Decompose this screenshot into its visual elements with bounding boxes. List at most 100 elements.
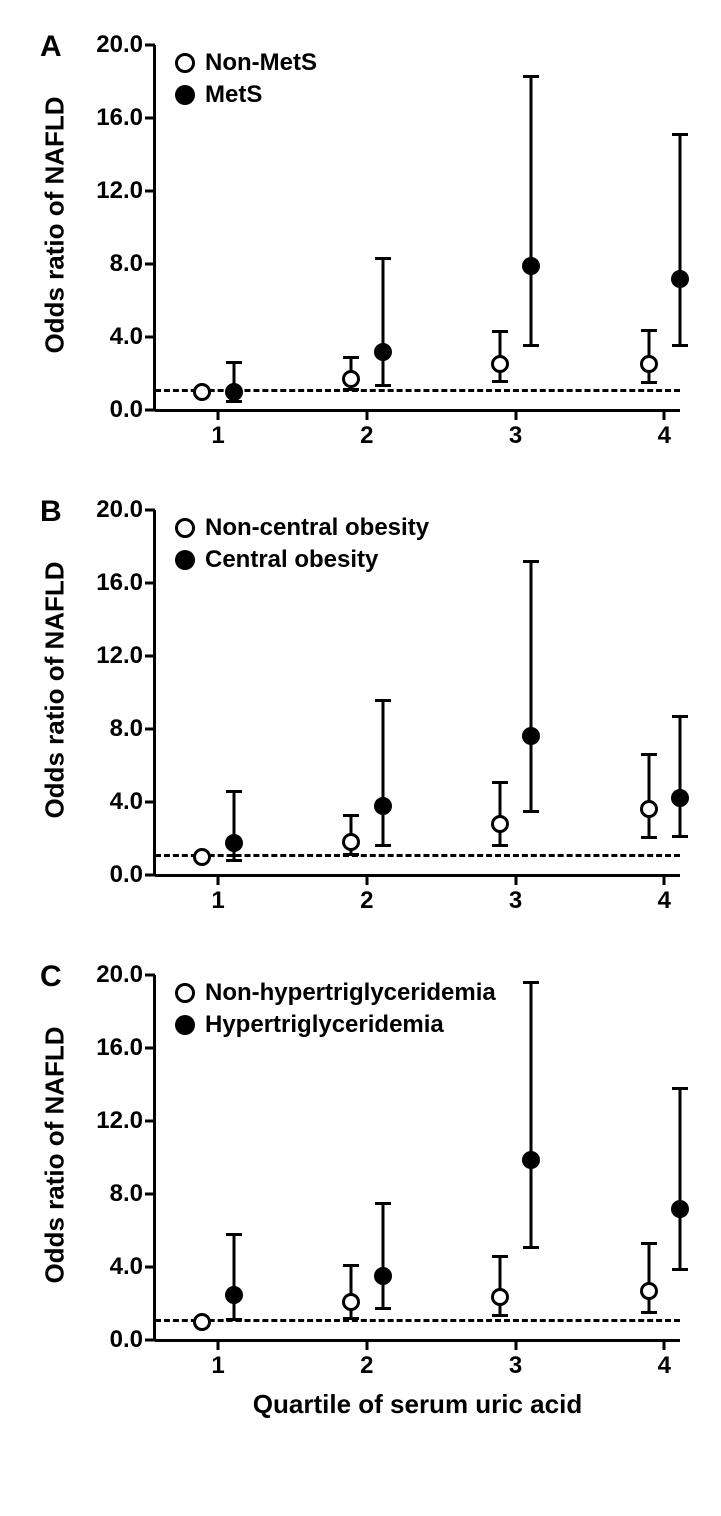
filled-marker-icon [374, 1267, 392, 1285]
filled-marker-icon [225, 1286, 243, 1304]
y-axis-line [153, 45, 156, 410]
error-cap [343, 356, 359, 359]
y-tick-label: 4.0 [110, 323, 155, 351]
error-cap [672, 1268, 688, 1271]
data-point-filled [225, 383, 243, 401]
plot-area: 0.04.08.012.016.020.01234Non-hypertrigly… [155, 975, 680, 1340]
y-tick-label: 20.0 [96, 961, 155, 989]
filled-marker-icon [374, 797, 392, 815]
data-point-open [342, 370, 360, 388]
data-point-open [193, 383, 211, 401]
open-legend-marker-icon [175, 53, 195, 73]
filled-marker-icon [671, 1200, 689, 1218]
data-point-open [491, 815, 509, 833]
y-tick-label: 16.0 [96, 104, 155, 132]
error-cap [375, 384, 391, 387]
error-bar [679, 718, 682, 838]
y-tick-label: 12.0 [96, 1107, 155, 1135]
error-cap [492, 1255, 508, 1258]
data-point-filled [374, 1267, 392, 1285]
x-tick-label: 1 [211, 875, 224, 915]
y-axis-line [153, 510, 156, 875]
legend: Non-hypertriglyceridemiaHypertriglycerid… [175, 977, 496, 1041]
data-point-open [342, 833, 360, 851]
legend-row: Non-hypertriglyceridemia [175, 977, 496, 1009]
open-marker-icon [342, 370, 360, 388]
panel-B: BOdds ratio of NAFLD0.04.08.012.016.020.… [20, 485, 700, 950]
error-cap [523, 344, 539, 347]
error-bar [530, 563, 533, 813]
data-point-filled [374, 343, 392, 361]
y-tick-label: 16.0 [96, 1034, 155, 1062]
panel-C: COdds ratio of NAFLD0.04.08.012.016.020.… [20, 950, 700, 1470]
y-tick-label: 8.0 [110, 1180, 155, 1208]
y-tick-label: 8.0 [110, 715, 155, 743]
error-cap [343, 853, 359, 856]
error-cap [343, 388, 359, 391]
filled-marker-icon [522, 727, 540, 745]
legend-row: Hypertriglyceridemia [175, 1009, 496, 1041]
error-cap [523, 1246, 539, 1249]
y-axis-title: Odds ratio of NAFLD [40, 561, 71, 818]
filled-marker-icon [225, 834, 243, 852]
error-cap [343, 1317, 359, 1320]
x-axis-title: Quartile of serum uric acid [253, 1389, 582, 1420]
error-cap [523, 560, 539, 563]
open-marker-icon [640, 800, 658, 818]
x-axis-line [155, 874, 680, 877]
data-point-open [342, 1293, 360, 1311]
error-bar [381, 1205, 384, 1310]
open-marker-icon [491, 1288, 509, 1306]
y-tick-label: 20.0 [96, 31, 155, 59]
legend: Non-MetSMetS [175, 47, 317, 111]
data-point-open [193, 1313, 211, 1331]
x-axis-line [155, 1339, 680, 1342]
plot-area: 0.04.08.012.016.020.01234Non-central obe… [155, 510, 680, 875]
error-cap [226, 361, 242, 364]
error-cap [343, 1264, 359, 1267]
error-bar [232, 1236, 235, 1321]
error-cap [226, 1318, 242, 1321]
y-axis-line [153, 975, 156, 1340]
error-cap [672, 1087, 688, 1090]
data-point-filled [225, 1286, 243, 1304]
x-tick-label: 3 [509, 1340, 522, 1380]
error-bar [530, 984, 533, 1249]
error-bar [679, 136, 682, 347]
error-cap [672, 133, 688, 136]
open-marker-icon [491, 355, 509, 373]
filled-legend-marker-icon [175, 85, 195, 105]
panel-label: C [40, 960, 62, 994]
open-marker-icon [640, 355, 658, 373]
open-legend-marker-icon [175, 983, 195, 1003]
data-point-filled [671, 1200, 689, 1218]
error-cap [375, 699, 391, 702]
y-tick-label: 12.0 [96, 177, 155, 205]
data-point-open [491, 355, 509, 373]
data-point-filled [671, 789, 689, 807]
error-bar [381, 702, 384, 847]
x-tick-label: 2 [360, 410, 373, 450]
legend-label: MetS [205, 81, 262, 109]
data-point-filled [522, 727, 540, 745]
y-tick-label: 8.0 [110, 250, 155, 278]
data-point-filled [671, 270, 689, 288]
open-marker-icon [491, 815, 509, 833]
error-cap [492, 1314, 508, 1317]
y-tick-label: 0.0 [110, 1326, 155, 1354]
y-tick-label: 20.0 [96, 496, 155, 524]
legend-row: Non-central obesity [175, 512, 429, 544]
legend-label: Non-central obesity [205, 514, 429, 542]
error-cap [672, 835, 688, 838]
error-cap [641, 329, 657, 332]
data-point-filled [374, 797, 392, 815]
error-cap [523, 75, 539, 78]
data-point-filled [522, 1151, 540, 1169]
error-cap [641, 836, 657, 839]
open-marker-icon [193, 383, 211, 401]
filled-legend-marker-icon [175, 550, 195, 570]
x-tick-label: 4 [658, 410, 671, 450]
error-cap [641, 381, 657, 384]
legend-label: Non-hypertriglyceridemia [205, 979, 496, 1007]
filled-marker-icon [225, 383, 243, 401]
